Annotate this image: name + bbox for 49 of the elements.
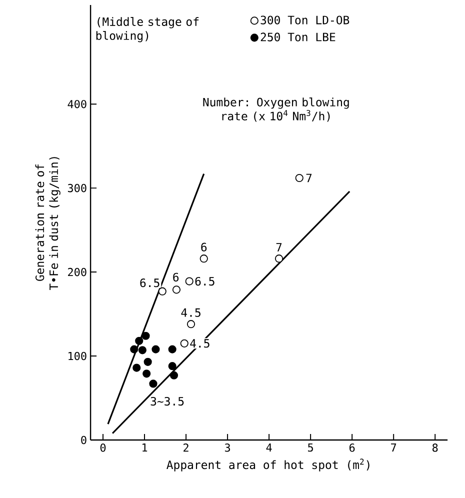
annotation: 3~3.5 xyxy=(150,396,184,406)
y-tick-label: 0 xyxy=(81,436,86,444)
x-tick-label: 5 xyxy=(308,444,313,452)
y-axis-title: Generation rate of T•Fe in dust (kg/min) xyxy=(35,157,60,290)
annotation: 6 xyxy=(201,242,207,252)
annotation: 4.5 xyxy=(181,308,200,317)
point xyxy=(274,254,284,263)
x-tick-label: 8 xyxy=(432,444,438,452)
y-tick-label: 400 xyxy=(68,100,86,108)
point xyxy=(180,339,188,348)
annotation: 6 xyxy=(173,272,179,282)
x-axis-title: Apparent area of hot spot (m$^{2}$) xyxy=(166,458,370,472)
annotation: 7 xyxy=(276,243,282,252)
y-tick-label: 300 xyxy=(68,184,86,192)
y-tick-label: 200 xyxy=(68,268,86,276)
point xyxy=(170,371,178,380)
point xyxy=(132,364,141,372)
point xyxy=(142,370,151,378)
annotation: Number: Oxygen blowing rate (x 10$^{4}$ Nm$^{3}$/h) xyxy=(203,98,349,122)
x-tick-label: 1 xyxy=(142,444,148,452)
annotation: 4.5 xyxy=(190,339,210,348)
x-tick-label: 6 xyxy=(349,444,355,452)
point xyxy=(295,174,304,182)
point xyxy=(185,277,194,286)
annotation: 7 xyxy=(306,174,312,182)
legend-label: 250 Ton LBE xyxy=(260,32,336,42)
x-tick-label: 7 xyxy=(391,444,396,452)
y-tick-label: 100 xyxy=(68,352,86,360)
x-tick-label: 2 xyxy=(184,444,188,452)
point xyxy=(168,362,176,370)
point xyxy=(172,286,181,294)
point xyxy=(138,346,146,354)
x-tick-label: 4 xyxy=(266,444,272,452)
point xyxy=(168,345,176,354)
annotation: 6.5 xyxy=(140,278,160,288)
point xyxy=(152,345,160,354)
point xyxy=(186,320,196,328)
point xyxy=(200,254,208,263)
x-tick-label: 3 xyxy=(224,444,230,452)
point xyxy=(144,358,152,366)
x-tick-label: 0 xyxy=(100,444,106,452)
point xyxy=(158,287,166,296)
point xyxy=(149,380,158,388)
point xyxy=(130,345,138,354)
annotation: (Middle stage of blowing) xyxy=(96,17,199,42)
point xyxy=(135,336,144,345)
legend-label: 300 Ton LD-OB xyxy=(260,16,350,24)
annotation: 6.5 xyxy=(195,276,214,286)
point xyxy=(142,332,150,340)
